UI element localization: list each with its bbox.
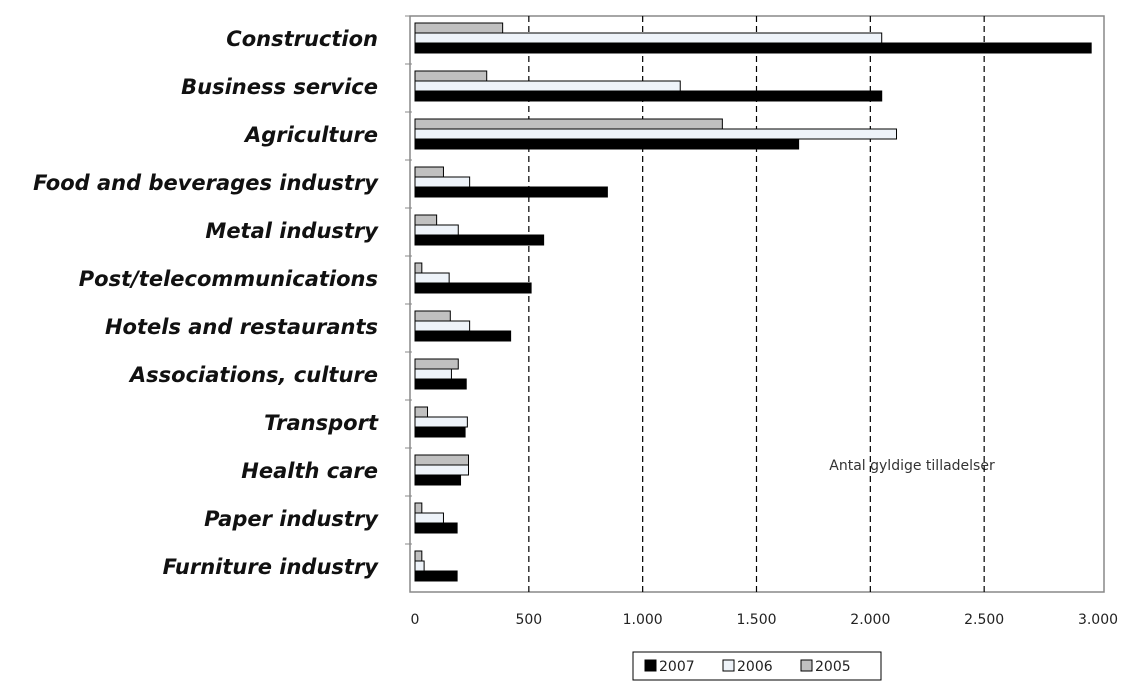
bar xyxy=(414,272,450,284)
bar xyxy=(414,310,451,322)
bar xyxy=(414,330,512,342)
bar xyxy=(414,464,470,476)
x-tick-label: 1.000 xyxy=(623,612,663,628)
bar xyxy=(414,560,425,572)
category-label: Hotels and restaurants xyxy=(105,315,378,339)
bar xyxy=(414,22,504,34)
bar xyxy=(414,320,471,332)
bar xyxy=(414,550,423,562)
bar xyxy=(414,358,459,370)
x-tick-label: 3.000 xyxy=(1078,612,1118,628)
bar xyxy=(414,426,466,438)
bar xyxy=(414,42,1092,54)
bar xyxy=(414,570,458,582)
bar xyxy=(414,282,532,294)
bar xyxy=(414,128,898,140)
bar xyxy=(414,32,883,44)
legend-box xyxy=(632,651,882,681)
category-label: Health care xyxy=(241,459,378,483)
category-label: Agriculture xyxy=(243,123,378,147)
bar xyxy=(414,80,681,92)
legend: 2007 2006 2005 xyxy=(632,651,882,681)
x-tick-label: 500 xyxy=(515,612,542,628)
category-label: Post/telecommunications xyxy=(79,267,378,291)
bar xyxy=(414,138,800,150)
legend-swatch xyxy=(800,659,813,672)
bar xyxy=(414,234,545,246)
bar xyxy=(414,512,444,524)
bar xyxy=(414,224,459,236)
bar xyxy=(414,368,452,380)
bar xyxy=(414,118,723,130)
bar xyxy=(414,522,458,534)
category-label: Paper industry xyxy=(204,507,379,531)
bar xyxy=(414,454,470,466)
category-label: Metal industry xyxy=(205,219,379,243)
bar xyxy=(414,176,471,188)
legend-swatch xyxy=(644,659,657,672)
bar xyxy=(414,214,438,226)
legend-swatch xyxy=(722,659,735,672)
bar xyxy=(414,186,608,198)
x-tick-label: 1.500 xyxy=(736,612,776,628)
bar xyxy=(414,90,883,102)
bar xyxy=(414,262,423,274)
bar xyxy=(414,70,488,82)
plot-area xyxy=(409,15,1105,593)
category-label: Associations, culture xyxy=(128,363,378,387)
annotation: Antal gyldige tilladelser xyxy=(829,458,995,474)
bar xyxy=(414,166,444,178)
bar xyxy=(414,474,462,486)
legend-label: 2005 xyxy=(815,659,851,675)
bar xyxy=(414,378,467,390)
bar xyxy=(414,502,423,514)
x-tick-label: 2.500 xyxy=(964,612,1004,628)
x-tick-label: 0 xyxy=(411,612,420,628)
bar xyxy=(414,406,429,418)
category-label: Construction xyxy=(226,27,378,51)
category-label: Food and beverages industry xyxy=(33,171,379,195)
legend-label: 2007 xyxy=(659,659,695,675)
category-label: Transport xyxy=(264,411,379,435)
bar xyxy=(414,416,468,428)
legend-label: 2006 xyxy=(737,659,773,675)
x-tick-label: 2.000 xyxy=(850,612,890,628)
category-label: Furniture industry xyxy=(163,555,380,579)
category-label: Business service xyxy=(181,75,378,99)
